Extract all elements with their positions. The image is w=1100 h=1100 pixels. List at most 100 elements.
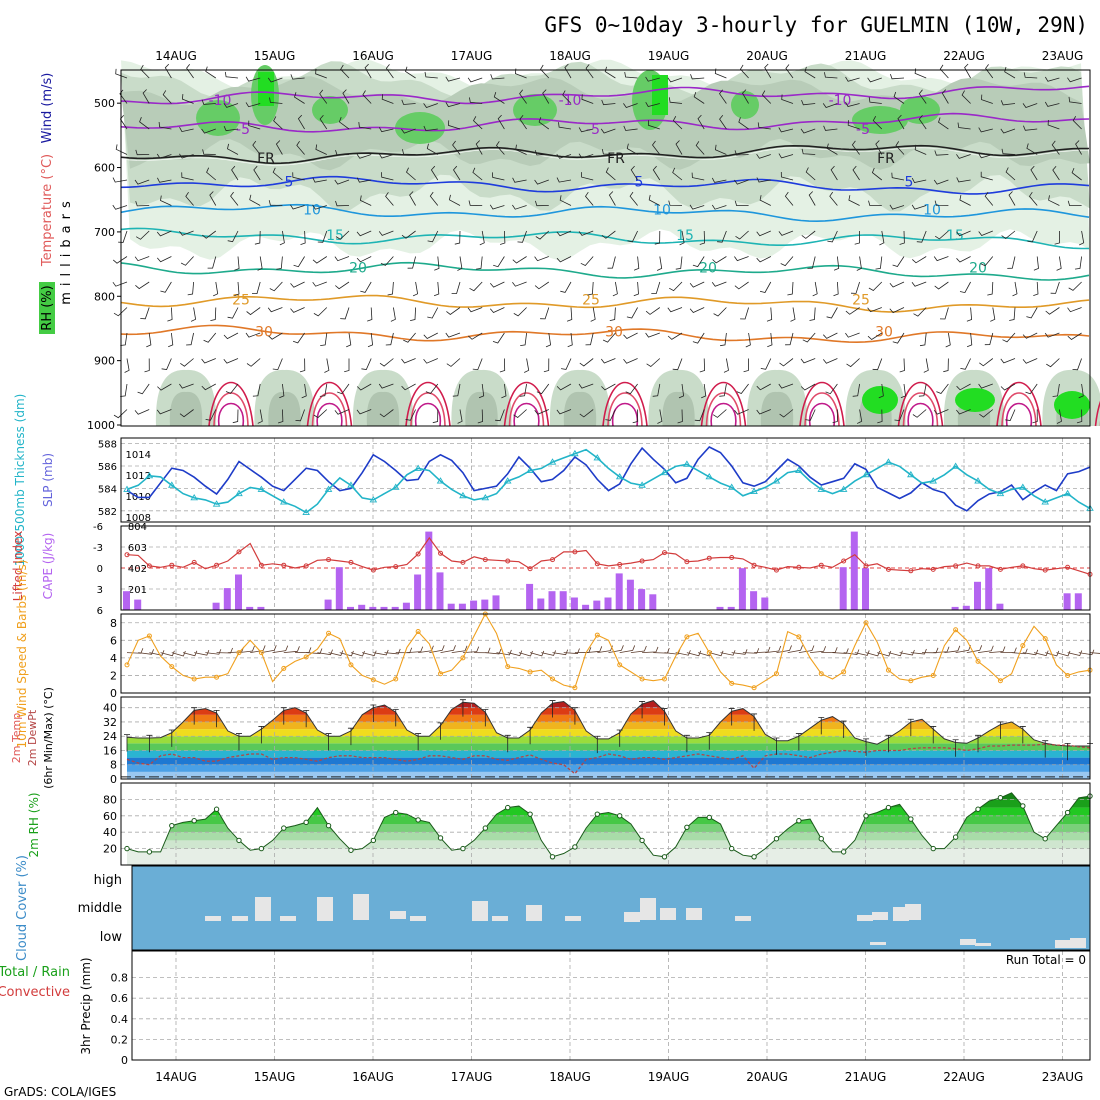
lifted-point (818, 562, 824, 568)
isotherm-label-4-0: 10 (303, 202, 321, 218)
wind-barb (711, 177, 727, 183)
wind-point (303, 654, 309, 660)
surface-wind-barb (675, 650, 691, 656)
wind-barb (723, 358, 729, 373)
wind-barb (1028, 191, 1038, 206)
wind-barb (517, 230, 527, 243)
wind-barb (918, 89, 927, 104)
wind-barb (756, 256, 771, 263)
wind-barb (301, 383, 307, 399)
minmax-whisker (952, 739, 959, 757)
wind-barb (672, 167, 683, 181)
cloud-block (735, 916, 751, 921)
precip-tick-label-0: 0 (121, 1054, 128, 1067)
wind-barb (290, 204, 305, 210)
slp-point (571, 449, 579, 457)
wind-barb (956, 230, 971, 237)
wind-point (863, 620, 869, 626)
wind-barb (825, 383, 838, 395)
wind-barb (335, 281, 350, 290)
wind-barb (1002, 332, 1016, 343)
surface-wind-barb (630, 645, 647, 654)
surface-wind-barb (429, 645, 445, 654)
wind-barb (157, 383, 172, 391)
wind-barb (223, 358, 239, 364)
wind-barb (185, 191, 194, 206)
wind-barb (1022, 103, 1038, 108)
wind-barb (313, 307, 328, 317)
wind-barb (445, 76, 461, 82)
wind-point (1020, 643, 1026, 649)
wind-barb (629, 191, 638, 206)
wind-barb (269, 97, 283, 104)
minmax-whisker (124, 734, 130, 752)
hot-isotherm-0-2 (218, 402, 244, 427)
surface-wind-barb (832, 648, 849, 654)
wind-barb (872, 358, 883, 371)
wind-barb (846, 358, 860, 368)
side-label-0: RH (%) (40, 285, 55, 330)
wind-barb (892, 332, 905, 344)
wind-barb (833, 281, 839, 297)
wind-barb (581, 172, 594, 181)
rh-point (549, 854, 556, 860)
wind-barb (646, 358, 661, 368)
wind-barb (495, 409, 505, 422)
slp-point (167, 481, 176, 488)
wind-barb (556, 177, 572, 183)
surface-wind-barb (586, 646, 603, 654)
slp-point (302, 508, 310, 515)
wind-barb (800, 358, 816, 364)
surface-wind-barb (261, 645, 277, 654)
cloud-block (317, 897, 333, 921)
wind-barb (478, 383, 485, 399)
thickness-axis-label-1: 1000-500mb Thickness (dm) (13, 394, 27, 567)
wind-barb (956, 177, 971, 183)
wind-barb (800, 383, 816, 391)
lifted-tick-label-0: -6 (93, 522, 103, 533)
wind-barb (290, 307, 305, 313)
pressure-tick-label-1000: 1000 (87, 419, 115, 432)
wind-barb (476, 256, 483, 270)
wind-barb (536, 383, 550, 395)
lifted-point (393, 564, 399, 570)
cape-bar (470, 600, 478, 610)
wind-barb (346, 332, 352, 348)
wind-barb (412, 281, 419, 297)
rh-point (594, 811, 601, 817)
isotherm-label-7-0: 25 (232, 292, 250, 308)
surface-wind-barb (1089, 652, 1100, 654)
cloud-frame (131, 865, 1091, 951)
slp-point (1019, 483, 1027, 490)
wind-barb (312, 281, 327, 287)
wind-barb (1071, 167, 1082, 181)
minmax-whisker (146, 734, 153, 753)
minmax-whisker (840, 720, 847, 738)
wind-barb (654, 230, 661, 245)
cape-bar (962, 605, 970, 610)
wind-barb (845, 101, 860, 107)
lifted-point (706, 555, 712, 561)
series-line-rh (126, 792, 1091, 858)
surface-wind-barb (530, 650, 545, 657)
wind-barb (457, 409, 463, 424)
top-date-label-20AUG: 20AUG (746, 49, 788, 63)
wind-barb (1075, 140, 1082, 155)
wind-barb (651, 281, 661, 294)
wind-barb (580, 256, 594, 266)
wind-point (214, 674, 220, 680)
rh-point (258, 845, 265, 852)
wind-barb (875, 140, 883, 155)
wind-barb (160, 195, 172, 206)
pressure-tick-label-900: 900 (94, 355, 115, 368)
wind-barb (959, 195, 971, 206)
wind-barb (734, 150, 749, 156)
wind-barb (402, 149, 416, 155)
wind-barb (893, 91, 905, 104)
wind-point (236, 650, 242, 656)
surface-wind-barb (440, 645, 456, 654)
lifted-point (617, 562, 623, 567)
cloud-block (905, 904, 921, 920)
wind-barb (734, 281, 749, 290)
wind-barb (668, 97, 683, 104)
